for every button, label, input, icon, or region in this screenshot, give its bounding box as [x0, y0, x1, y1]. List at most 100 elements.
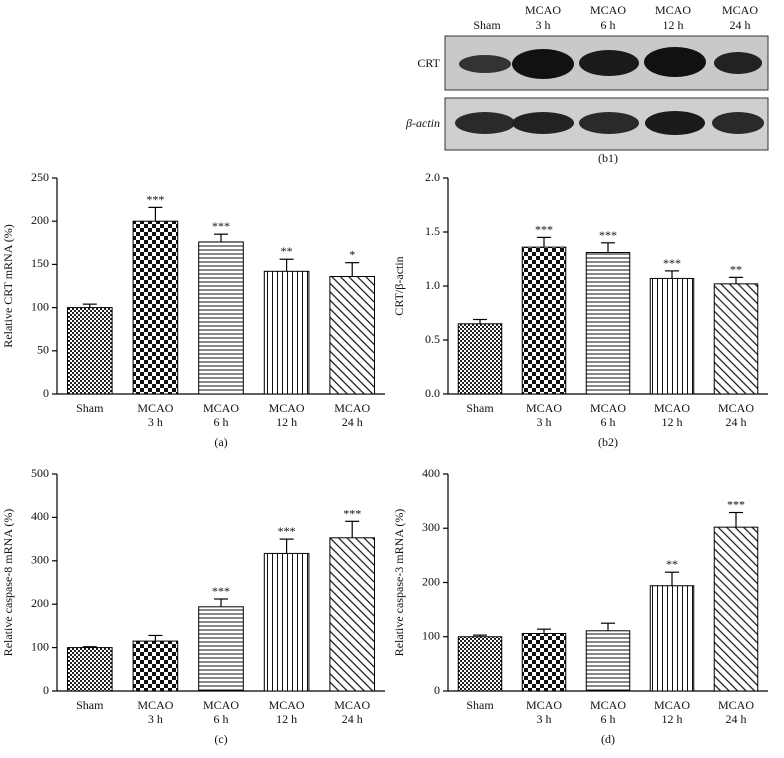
blot-column-label: MCAO 3 h [525, 3, 561, 32]
y-tick-label: 0 [434, 683, 440, 697]
bar [263, 552, 310, 692]
significance-label: *** [212, 219, 230, 233]
significance-label: *** [663, 256, 681, 270]
blot-column-label: Sham [473, 18, 501, 32]
significance-label: *** [727, 498, 745, 512]
x-tick-label: Sham [466, 401, 494, 415]
band [644, 47, 706, 77]
significance-label: *** [535, 222, 553, 236]
error-bar [601, 242, 615, 253]
x-tick-label: Sham [466, 698, 494, 712]
error-bar [279, 538, 294, 554]
y-axis-label: Relative caspase-8 mRNA (%) [1, 509, 15, 657]
error-bar [665, 571, 679, 586]
bar [198, 241, 244, 395]
error-bar [345, 262, 360, 277]
x-tick-label: MCAO 3 h [526, 401, 562, 429]
blot-row-label: β-actin [405, 116, 440, 130]
x-tick-label: Sham [76, 698, 104, 712]
y-tick-label: 0.5 [425, 332, 440, 346]
significance-label: ** [730, 262, 742, 276]
significance-label: ** [281, 244, 293, 258]
error-bar [537, 236, 551, 248]
x-tick-label: MCAO 6 h [203, 401, 239, 429]
panel-caption: (c) [214, 732, 227, 746]
blot-caption: (b1) [598, 151, 618, 165]
y-tick-label: 100 [31, 639, 49, 653]
band [645, 111, 705, 135]
x-tick-label: MCAO 12 h [654, 401, 690, 429]
significance-label: ** [666, 557, 678, 571]
x-tick-label: MCAO 3 h [137, 401, 173, 429]
error-bar [665, 270, 679, 279]
blot-column-label: MCAO 24 h [722, 3, 758, 32]
y-tick-label: 250 [31, 170, 49, 184]
y-tick-label: 2.0 [425, 170, 440, 184]
y-tick-label: 200 [31, 596, 49, 610]
bar [585, 252, 631, 395]
significance-label: * [349, 248, 355, 262]
significance-label: *** [278, 524, 296, 538]
error-bar [214, 233, 228, 242]
y-tick-label: 100 [422, 629, 440, 643]
error-bar [279, 258, 294, 272]
x-tick-label: MCAO 3 h [137, 698, 173, 726]
blot-column-label: MCAO 12 h [655, 3, 691, 32]
bar [66, 307, 113, 395]
bar [66, 647, 113, 692]
y-tick-label: 400 [31, 509, 49, 523]
x-tick-label: MCAO 12 h [269, 698, 305, 726]
x-tick-label: MCAO 6 h [590, 698, 626, 726]
band [579, 50, 639, 76]
error-bar [214, 598, 228, 607]
y-tick-label: 500 [31, 466, 49, 480]
bar [263, 270, 310, 395]
x-tick-label: MCAO 24 h [334, 401, 370, 429]
y-tick-label: 200 [422, 574, 440, 588]
y-tick-label: 0 [43, 386, 49, 400]
bar [649, 585, 695, 692]
band [455, 112, 515, 134]
bar [198, 606, 244, 692]
bar [132, 220, 179, 395]
y-tick-label: 0.0 [425, 386, 440, 400]
y-axis-label: CRT/β-actin [392, 256, 406, 315]
x-tick-label: MCAO 12 h [269, 401, 305, 429]
x-tick-label: MCAO 3 h [526, 698, 562, 726]
y-tick-label: 300 [422, 520, 440, 534]
x-tick-label: MCAO 24 h [334, 698, 370, 726]
x-tick-label: MCAO 6 h [590, 401, 626, 429]
error-bar [729, 276, 743, 284]
x-tick-label: MCAO 12 h [654, 698, 690, 726]
western-blot: CRT β-actin (b1) [405, 35, 769, 165]
band [714, 52, 762, 74]
panel-caption: (a) [214, 435, 227, 449]
significance-label: *** [599, 228, 617, 242]
y-tick-label: 50 [37, 343, 49, 357]
bar [457, 323, 503, 395]
y-tick-label: 1.5 [425, 224, 440, 238]
significance-label: *** [146, 192, 164, 206]
blot-row-label: CRT [417, 56, 440, 70]
error-bar [537, 628, 551, 634]
y-axis-label: Relative CRT mRNA (%) [1, 224, 15, 347]
band [512, 49, 574, 79]
y-tick-label: 300 [31, 553, 49, 567]
panel-caption: (b2) [598, 435, 618, 449]
band [459, 55, 511, 73]
bar [329, 275, 376, 395]
y-tick-label: 0 [43, 683, 49, 697]
y-tick-label: 1.0 [425, 278, 440, 292]
y-tick-label: 150 [31, 256, 49, 270]
error-bar [601, 622, 615, 631]
bar [713, 526, 759, 692]
bar [329, 537, 376, 692]
error-bar [148, 634, 163, 642]
bar [713, 283, 759, 395]
bar [132, 640, 179, 692]
x-tick-label: MCAO 24 h [718, 698, 754, 726]
error-bar [82, 303, 97, 308]
bar [521, 632, 567, 692]
bar [585, 630, 631, 692]
